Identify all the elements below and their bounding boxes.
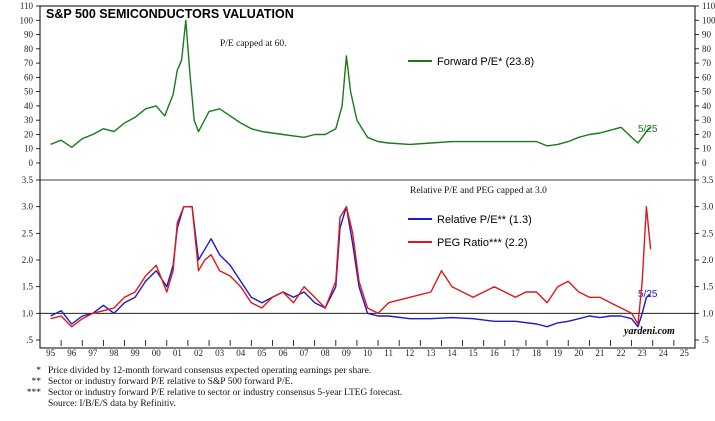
chart-frame [39, 5, 696, 349]
xtick-label: 08 [321, 348, 331, 358]
footnote-text: Source: I/B/E/S data by Refinitiv. [48, 399, 176, 409]
footnote-mark: ** [31, 377, 42, 387]
top-ytick-label-right: 50 [702, 87, 712, 97]
xtick-label: 09 [342, 348, 352, 358]
bottom-ytick-label-right: 1.5 [702, 282, 714, 292]
top-ytick-label-right: 100 [702, 15, 715, 25]
xtick-label: 12 [405, 348, 414, 358]
footnote-line: Source: I/B/E/S data by Refinitiv. [19, 399, 176, 409]
xtick-label: 15 [469, 348, 479, 358]
xtick-label: 05 [257, 348, 267, 358]
xtick-label: 19 [553, 348, 563, 358]
xtick-label: 25 [680, 348, 690, 358]
top-ytick-label-left: 10 [24, 144, 34, 154]
bottom-ytick-label-right: 3.5 [702, 175, 714, 185]
bottom-ytick-label-right: 1.0 [702, 308, 714, 318]
xtick-label: 18 [532, 348, 542, 358]
top-ytick-label-right: 40 [702, 101, 712, 111]
xtick-label: 16 [490, 348, 500, 358]
top-ytick-label-right: 20 [702, 129, 712, 139]
legend-label-peg-ratio: PEG Ratio*** (2.2) [437, 237, 527, 249]
top-ytick-label-left: 0 [29, 158, 34, 168]
legend-label-forward-pe: Forward P/E* (23.8) [437, 56, 534, 68]
xtick-label: 20 [574, 348, 584, 358]
top-ytick-label-left: 40 [24, 101, 34, 111]
bottom-ytick-label-left: .5 [26, 335, 33, 345]
top-ytick-label-right: 70 [702, 58, 712, 68]
bottom-ytick-label-left: 1.0 [22, 308, 34, 318]
bottom-end-label: 5/25 [638, 289, 658, 300]
top-ytick-label-right: 0 [702, 158, 707, 168]
source-watermark: yardeni.com [623, 326, 675, 337]
relative-p-e-line [50, 205, 651, 328]
top-ytick-label-left: 80 [24, 44, 34, 54]
chart-title: S&P 500 SEMICONDUCTORS VALUATION [46, 7, 294, 21]
bottom-ytick-label-left: 3.5 [22, 175, 34, 185]
legend-label-relative-pe: Relative P/E** (1.3) [437, 214, 532, 226]
xtick-label: 11 [384, 348, 393, 358]
footnote-line: * Price divided by 12-month forward conse… [19, 366, 371, 376]
top-ytick-label-left: 50 [24, 87, 34, 97]
footnote-mark: * [36, 366, 41, 376]
xtick-label: 14 [448, 348, 458, 358]
xtick-label: 23 [638, 348, 648, 358]
top-ytick-label-right: 30 [702, 115, 712, 125]
bottom-ytick-label-left: 1.5 [22, 282, 34, 292]
footnote-text: Price divided by 12-month forward consen… [48, 366, 372, 376]
xtick-label: 99 [131, 348, 141, 358]
bottom-ytick-label-left: 2.5 [22, 228, 34, 238]
xtick-label: 13 [426, 348, 436, 358]
top-ytick-label-right: 80 [702, 44, 712, 54]
bottom-ytick-label-right: 3.0 [702, 202, 714, 212]
series-group [50, 19, 652, 328]
top-legend: Forward P/E* (23.8) [408, 56, 534, 68]
top-ytick-label-left: 30 [24, 115, 34, 125]
footnote-line: *** Sector or industry forward P/E relati… [19, 388, 402, 398]
xtick-label: 21 [595, 348, 604, 358]
bottom-ytick-label-left: 3.0 [22, 202, 34, 212]
bottom-ytick-label-right: .5 [702, 335, 709, 345]
xtick-label: 97 [88, 348, 98, 358]
bottom-panel-annotation: Relative P/E and PEG capped at 3.0 [410, 186, 547, 196]
top-ytick-label-right: 60 [702, 72, 712, 82]
xtick-label: 22 [617, 348, 626, 358]
top-ytick-label-right: 90 [702, 30, 712, 40]
xtick-label: 06 [278, 348, 288, 358]
xtick-label: 95 [46, 348, 56, 358]
footnote-text: Sector or industry forward P/E relative … [48, 377, 293, 387]
xtick-label: 96 [67, 348, 77, 358]
footnote-line: ** Sector or industry forward P/E relativ… [19, 377, 293, 387]
xtick-label: 07 [300, 348, 310, 358]
xtick-label: 24 [659, 348, 669, 358]
top-ytick-label-left: 100 [20, 15, 34, 25]
xtick-label: 10 [363, 348, 373, 358]
top-ytick-label-left: 90 [24, 30, 34, 40]
forward-p-e-line [50, 19, 651, 149]
xtick-label: 17 [511, 348, 521, 358]
xtick-label: 00 [152, 348, 162, 358]
xtick-label: 03 [215, 348, 225, 358]
peg-ratio-line [50, 205, 652, 328]
bottom-ytick-label-left: 2.0 [22, 255, 34, 265]
xtick-label: 04 [236, 348, 246, 358]
top-ytick-label-right: 110 [702, 1, 715, 11]
top-panel-annotation: P/E capped at 60. [220, 39, 286, 49]
footnote-mark: *** [26, 388, 41, 398]
bottom-ytick-label-right: 2.5 [702, 228, 714, 238]
xtick-label: 02 [194, 348, 203, 358]
bottom-legend: Relative P/E** (1.3) PEG Ratio*** (2.2) [408, 214, 532, 249]
bottom-ytick-label-right: 2.0 [702, 255, 714, 265]
top-ytick-label-left: 70 [24, 58, 34, 68]
top-ytick-label-left: 20 [24, 129, 34, 139]
xtick-label: 98 [109, 348, 119, 358]
top-ytick-label-left: 60 [24, 72, 34, 82]
xtick-label: 01 [173, 348, 182, 358]
top-ytick-label-left: 110 [20, 1, 34, 11]
top-ytick-label-right: 10 [702, 144, 712, 154]
footnote-text: Sector or industry forward P/E relative … [48, 388, 403, 398]
